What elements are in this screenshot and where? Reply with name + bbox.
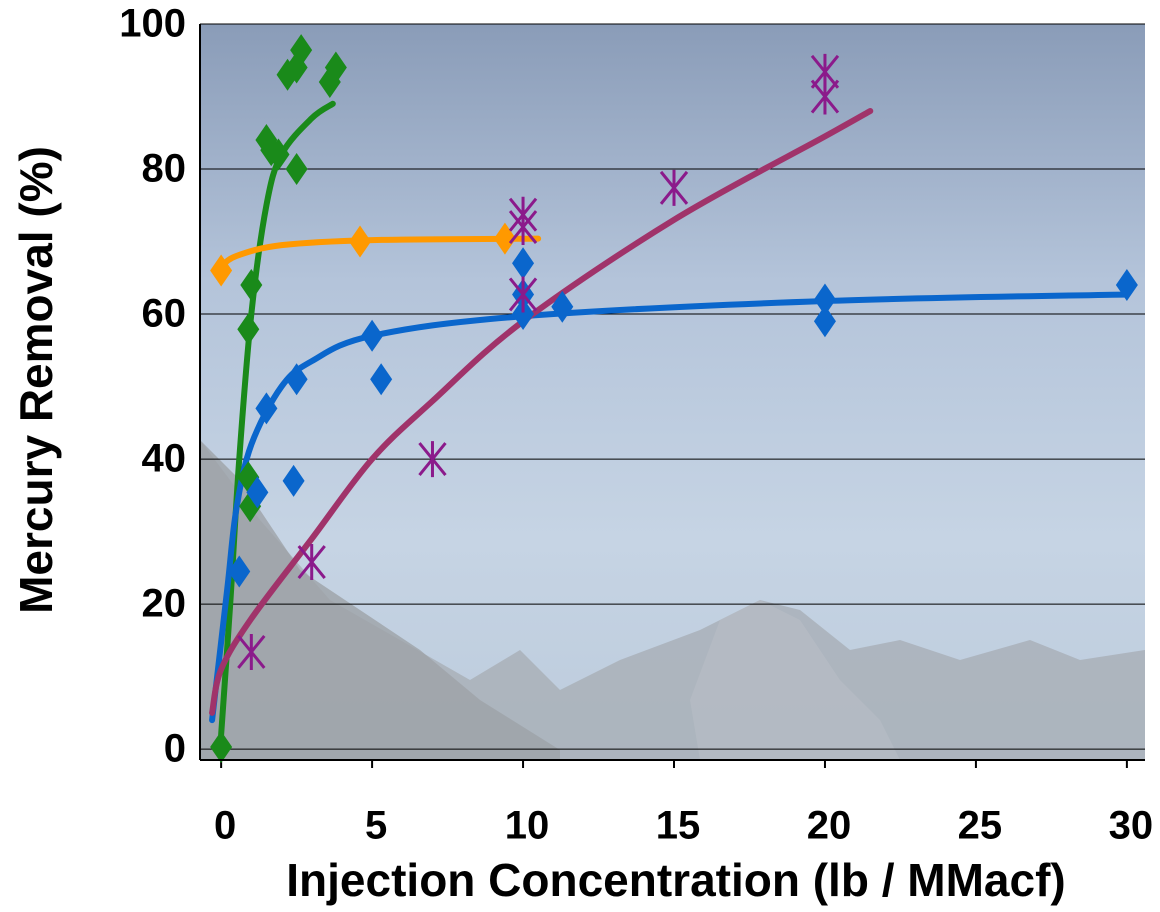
chart: 0 20 40 60 80 100 0 5 10 15 20 25 30 Injection Conce…	[0, 0, 1160, 912]
y-tick-label: 40	[142, 437, 187, 481]
x-tick-label: 0	[214, 804, 236, 848]
x-tick-label: 15	[656, 804, 701, 848]
x-tick-label: 25	[958, 804, 1003, 848]
y-tick-label: 60	[142, 292, 187, 336]
y-tick-label: 20	[142, 582, 187, 626]
y-tick-label: 100	[119, 2, 186, 46]
x-tick-label: 30	[1109, 804, 1154, 848]
x-tick-label: 5	[365, 804, 387, 848]
y-tick-label: 0	[164, 727, 186, 771]
y-tick-label: 80	[142, 147, 187, 191]
x-tick-label: 10	[505, 804, 550, 848]
x-axis-title: Injection Concentration (lb / MMacf)	[286, 854, 1065, 906]
plot-background	[200, 24, 1145, 760]
y-axis-title: Mercury Removal (%)	[10, 146, 62, 614]
x-tick-label: 20	[807, 804, 852, 848]
